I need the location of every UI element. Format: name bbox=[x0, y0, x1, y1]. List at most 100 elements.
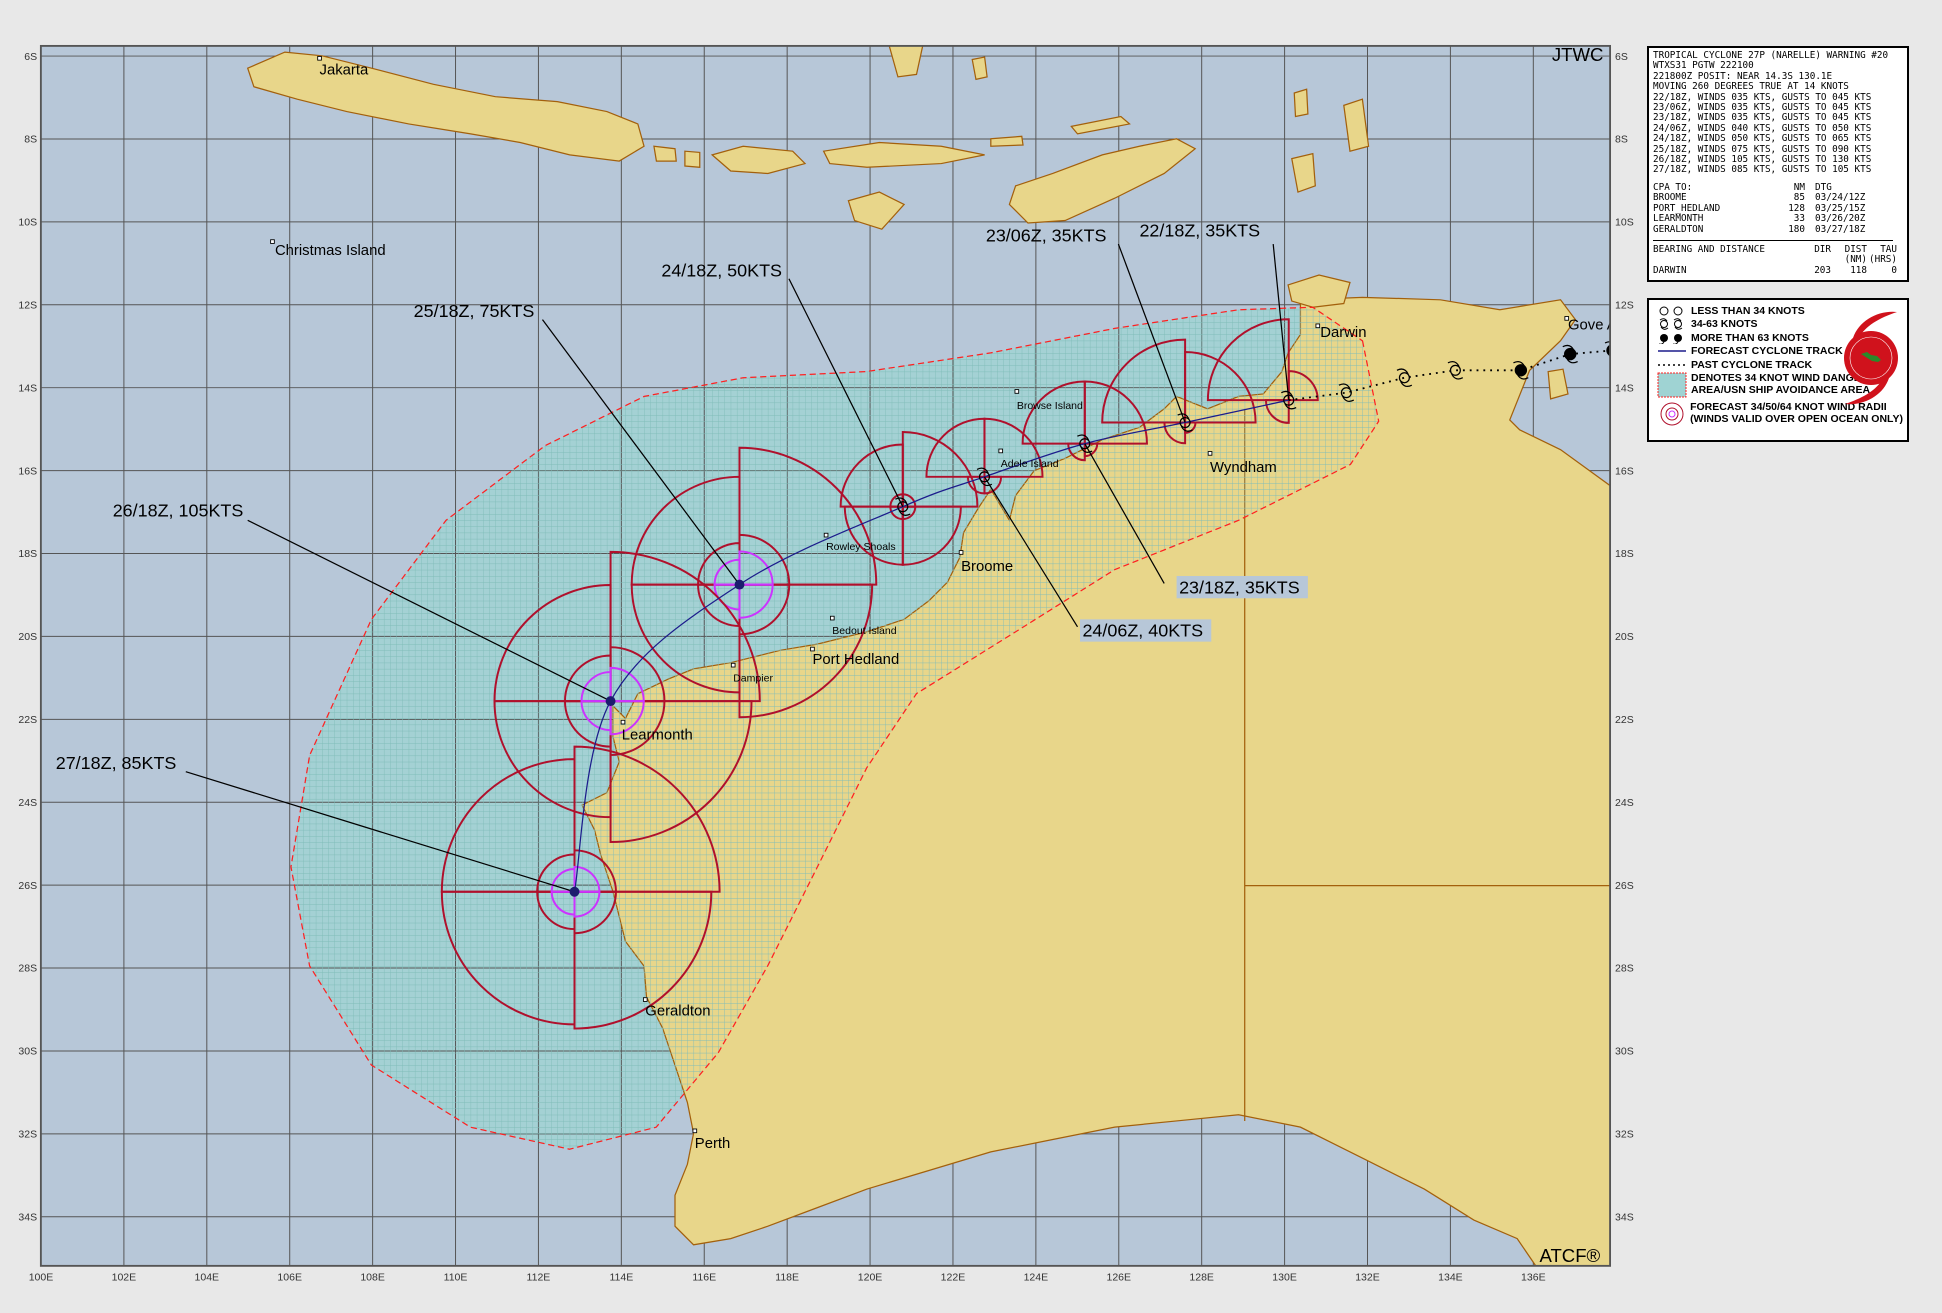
buton bbox=[971, 56, 988, 81]
alor bbox=[990, 135, 1024, 147]
bearing-location: DARWIN bbox=[1653, 264, 1687, 276]
place-label: Christmas Island bbox=[275, 243, 386, 259]
place-label: Adele Island bbox=[1001, 458, 1059, 470]
storm-center bbox=[1398, 372, 1410, 384]
storm-hook bbox=[1281, 390, 1297, 410]
radius-34kt-se bbox=[573, 890, 713, 1030]
radius-34kt-ne bbox=[573, 745, 721, 893]
warning-line: MOVING 260 DEGREES TRUE AT 14 KNOTS bbox=[1653, 81, 1849, 93]
storm-center bbox=[1179, 416, 1191, 429]
leader-line bbox=[247, 519, 611, 702]
radius-50kt-ne bbox=[609, 646, 666, 703]
lat-tick-label-right: 34S bbox=[1615, 1211, 1634, 1223]
storm-center bbox=[1283, 394, 1295, 406]
radius-50kt-se bbox=[609, 700, 666, 756]
place-marker bbox=[270, 239, 275, 244]
legend-item: FORECAST 34/50/64 KNOT WIND RADII (WINDS … bbox=[1653, 401, 1903, 430]
legend-item: PAST CYCLONE TRACK bbox=[1653, 358, 1903, 372]
storm-hook bbox=[1447, 361, 1464, 380]
forecast-label: 26/18Z, 105KTS bbox=[113, 501, 244, 521]
groote-eylandt bbox=[1547, 368, 1569, 400]
legend-item: 34-63 KNOTS bbox=[1653, 318, 1903, 332]
legend-item: MORE THAN 63 KNOTS bbox=[1653, 331, 1903, 345]
storm-hook bbox=[1396, 368, 1413, 388]
bali bbox=[653, 145, 677, 162]
lon-tick-label: 128E bbox=[1189, 1272, 1214, 1284]
legend-label-line: FORECAST 34/50/64 KNOT WIND RADII bbox=[1690, 400, 1887, 413]
lon-tick-label: 106E bbox=[277, 1272, 302, 1284]
atcf-label: ATCF® bbox=[1539, 1245, 1600, 1266]
legend-item: LESS THAN 34 KNOTS bbox=[1653, 304, 1903, 318]
cpa-row: BROOME 85 03/24/12Z bbox=[1653, 192, 1903, 203]
radius-64kt-nw bbox=[713, 558, 741, 586]
radius-50kt-nw bbox=[536, 853, 576, 893]
place-marker bbox=[730, 662, 736, 668]
lat-tick-label-left: 6S bbox=[24, 51, 37, 63]
storm-filled-icon bbox=[734, 579, 745, 590]
warning-line: 24/06Z, WINDS 040 KTS, GUSTS TO 050 KTS bbox=[1653, 122, 1872, 134]
lon-tick-label: 136E bbox=[1521, 1272, 1546, 1284]
lat-tick-label-left: 14S bbox=[18, 382, 37, 394]
storm-hooked-icon bbox=[1281, 390, 1297, 410]
cpa-distance: 33 bbox=[1793, 213, 1805, 225]
storm-center bbox=[1079, 438, 1091, 450]
bearing-dist: 118 bbox=[1850, 264, 1867, 276]
lat-tick-label-right: 16S bbox=[1615, 465, 1634, 477]
tanimbar bbox=[1291, 152, 1316, 193]
lat-tick-label-left: 30S bbox=[18, 1046, 37, 1058]
warning-line: 23/18Z, WINDS 035 KTS, GUSTS TO 045 KTS bbox=[1653, 112, 1872, 124]
radius-34kt-sw bbox=[493, 700, 612, 819]
cpa-header: CPA TO: NM DTG bbox=[1653, 182, 1903, 193]
warning-info-panel: TROPICAL CYCLONE 27P (NARELLE) WARNING #… bbox=[1647, 46, 1909, 283]
lat-tick-label-right: 20S bbox=[1615, 631, 1634, 643]
lon-tick-label: 100E bbox=[29, 1272, 54, 1284]
storm-hook bbox=[1338, 383, 1355, 402]
sulawesi-tip bbox=[888, 45, 924, 78]
lat-tick-label-right: 10S bbox=[1615, 217, 1634, 229]
radius-34kt-ne bbox=[901, 431, 979, 508]
label-background bbox=[1176, 575, 1308, 599]
place-label: Broome bbox=[961, 559, 1013, 575]
cpa-location: GERALDTON bbox=[1653, 223, 1704, 235]
radius-64kt-se bbox=[738, 583, 774, 619]
lon-tick-label: 108E bbox=[360, 1272, 385, 1284]
forecast-label: 23/06Z, 35KTS bbox=[986, 226, 1107, 246]
storm-filled-icon bbox=[569, 886, 580, 897]
radius-50kt-nw bbox=[563, 654, 612, 703]
radius-50kt-se bbox=[573, 890, 617, 935]
tau-unit: (HRS) bbox=[1869, 254, 1897, 266]
hooked-circle-icon bbox=[1653, 318, 1691, 331]
radius-64kt-nw bbox=[580, 671, 612, 703]
tau-header: TAU bbox=[1880, 243, 1897, 255]
place-marker bbox=[810, 646, 815, 652]
radius-34kt-ne bbox=[609, 550, 761, 703]
lat-tick-label-left: 12S bbox=[18, 300, 37, 312]
lon-tick-label: 112E bbox=[527, 1272, 551, 1284]
storm-hook bbox=[1177, 413, 1193, 432]
lat-tick-label-left: 20S bbox=[18, 631, 37, 643]
dir-header: DIR bbox=[1814, 243, 1831, 255]
java bbox=[246, 51, 645, 162]
leader-line bbox=[1084, 443, 1165, 584]
storm-hooked-icon bbox=[976, 467, 993, 487]
lat-tick-label-right: 30S bbox=[1615, 1046, 1634, 1058]
place-label: Port Hedland bbox=[812, 652, 899, 668]
lat-tick-label-left: 16S bbox=[18, 465, 37, 477]
warning-line: 22/18Z, WINDS 035 KTS, GUSTS TO 045 KTS bbox=[1653, 91, 1872, 103]
cpa-dtg: 03/27/18Z bbox=[1815, 223, 1866, 235]
tiwi-islands bbox=[1287, 274, 1351, 308]
legend-panel: LESS THAN 34 KNOTS 34-63 KNOTS MORE THAN 6… bbox=[1647, 298, 1909, 442]
lon-tick-label: 134E bbox=[1438, 1272, 1463, 1284]
lon-tick-label: 118E bbox=[775, 1272, 799, 1284]
forecast-label: 23/18Z, 35KTS bbox=[1179, 577, 1300, 597]
radius-64kt-se bbox=[609, 700, 645, 736]
legend-item: FORECAST CYCLONE TRACK bbox=[1653, 345, 1903, 359]
lat-tick-label-right: 12S bbox=[1615, 300, 1634, 312]
radius-64kt-ne bbox=[609, 666, 645, 703]
filled-hooked-circle-icon bbox=[1653, 332, 1691, 344]
lat-tick-label-right: 24S bbox=[1615, 797, 1634, 809]
place-marker bbox=[692, 1128, 698, 1134]
legend-label: DENOTES 34 KNOT WIND DANGER AREA/USN SHIP… bbox=[1691, 372, 1870, 396]
radius-34kt-nw bbox=[493, 584, 612, 703]
cpa-row: GERALDTON 180 03/27/18Z bbox=[1653, 223, 1903, 235]
